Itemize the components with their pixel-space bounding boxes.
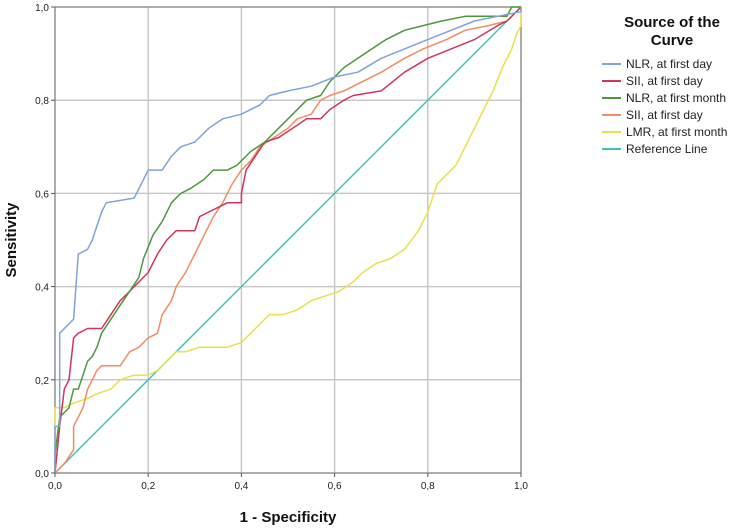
x-tick-label: 0,6 <box>328 481 342 492</box>
legend-item: NLR, at first day <box>602 57 712 71</box>
legend-label: NLR, at first month <box>626 91 726 105</box>
legend-title-line-2: Curve <box>651 32 694 49</box>
x-axis-title: 1 - Specificity <box>240 509 337 526</box>
y-tick-label: 0,8 <box>35 96 49 107</box>
legend-items: NLR, at first day SII, at first day NLR, a… <box>602 57 727 156</box>
legend-label: LMR, at first month <box>626 125 727 139</box>
x-tick-label: 1,0 <box>514 481 528 492</box>
x-tick-label: 0,2 <box>141 481 155 492</box>
legend-item: NLR, at first month <box>602 91 726 105</box>
plot-area-frame <box>54 6 522 474</box>
y-tick-label: 0,0 <box>35 469 49 480</box>
y-tick-label: 0,2 <box>35 376 49 387</box>
series-layer <box>54 6 522 474</box>
legend-label: SII, at first day <box>626 108 703 122</box>
series-line-3 <box>54 6 521 473</box>
legend-title-line-1: Source of the <box>624 14 720 31</box>
x-tick-label: 0,0 <box>48 481 62 492</box>
legend-item: SII, at first day <box>602 74 703 88</box>
x-tick-label: 0,8 <box>421 481 435 492</box>
series-line-6 <box>54 6 522 474</box>
y-axis-title: Sensitivity <box>3 202 20 278</box>
legend-label: NLR, at first day <box>626 57 712 71</box>
legend-item: SII, at first day <box>602 108 703 122</box>
series-line-5 <box>54 7 522 473</box>
legend-item: Reference Line <box>602 142 708 156</box>
legend: Source of the Curve NLR, at first day SII… <box>602 14 727 156</box>
axis-ticks: 0,0 0,2 0,4 0,6 0,8 1,0 0,0 0,2 0,4 0,6 0,8 1,0 <box>35 3 528 492</box>
y-tick-label: 0,4 <box>35 283 49 294</box>
y-tick-label: 0,6 <box>35 189 49 200</box>
legend-item: LMR, at first month <box>602 125 727 139</box>
series-line-1 <box>54 7 522 473</box>
x-tick-label: 0,4 <box>234 481 248 492</box>
legend-label: Reference Line <box>626 142 708 156</box>
y-tick-label: 1,0 <box>35 3 49 14</box>
legend-label: SII, at first day <box>626 74 703 88</box>
series-line-4 <box>54 6 522 474</box>
series-line-2 <box>54 6 522 474</box>
